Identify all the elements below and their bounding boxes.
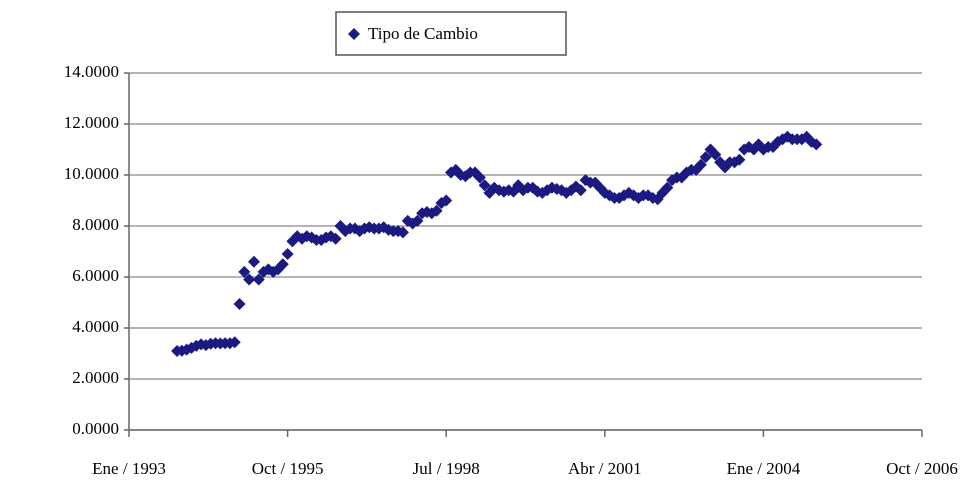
legend-label: Tipo de Cambio xyxy=(368,24,478,43)
point xyxy=(252,273,265,286)
point xyxy=(228,336,241,349)
point xyxy=(411,214,424,227)
point xyxy=(396,226,409,239)
point xyxy=(473,171,486,184)
point xyxy=(699,151,712,164)
point xyxy=(430,204,443,217)
y-tick-label: 6.0000 xyxy=(72,266,119,285)
point xyxy=(247,255,260,268)
point xyxy=(661,181,674,194)
point xyxy=(709,148,722,161)
point xyxy=(810,138,823,151)
y-tick-label: 0.0000 xyxy=(72,419,119,438)
legend-marker xyxy=(348,28,360,40)
point xyxy=(440,194,453,207)
point xyxy=(574,184,587,197)
point xyxy=(478,179,491,192)
point xyxy=(329,232,342,245)
point xyxy=(276,258,289,271)
y-tick-label: 8.0000 xyxy=(72,215,119,234)
legend-box xyxy=(335,11,567,56)
point xyxy=(243,273,256,286)
point xyxy=(233,298,246,311)
y-tick-label: 14.0000 xyxy=(64,62,119,81)
point xyxy=(238,265,251,278)
x-tick-label: Ene / 2004 xyxy=(727,459,801,478)
y-tick-label: 10.0000 xyxy=(64,164,119,183)
x-tick-label: Oct / 2006 xyxy=(886,459,958,478)
point xyxy=(733,153,746,166)
y-tick-label: 4.0000 xyxy=(72,317,119,336)
x-tick-label: Ene / 1993 xyxy=(92,459,166,478)
x-tick-label: Jul / 1998 xyxy=(413,459,480,478)
x-tick-label: Abr / 2001 xyxy=(568,459,642,478)
point xyxy=(281,248,294,261)
y-tick-label: 12.0000 xyxy=(64,113,119,132)
y-tick-label: 2.0000 xyxy=(72,368,119,387)
point xyxy=(694,158,707,171)
x-tick-label: Oct / 1995 xyxy=(252,459,324,478)
